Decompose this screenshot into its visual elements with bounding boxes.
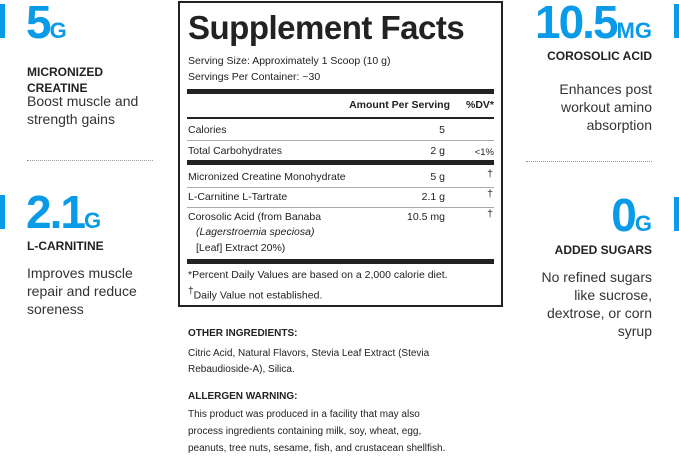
other-ingredients-heading: OTHER INGREDIENTS: (188, 328, 298, 339)
other-ingredients-line: Citric Acid, Natural Flavors, Stevia Lea… (188, 348, 430, 359)
footnote-dagger: †Daily Value not established. (188, 286, 323, 302)
stat-sugar-label: ADDED SUGARS (554, 243, 652, 257)
stat-corosolic-desc: Enhances post workout amino absorption (559, 81, 652, 133)
stat-creatine-value: 5G (26, 0, 67, 48)
stat-sugar-value: 0G (611, 189, 652, 241)
allergen-line: process ingredients containing milk, soy… (188, 426, 422, 437)
row-name: Calories (188, 124, 227, 136)
row-dv: † (487, 208, 493, 220)
row-amount: 5 (439, 124, 445, 136)
footnote-dv: *Percent Daily Values are based on a 2,0… (188, 269, 448, 281)
row-name: Total Carbohydrates (188, 145, 282, 157)
row-dv: <1% (474, 147, 494, 158)
row-amount: 10.5 mg (407, 211, 445, 223)
accent-bar (0, 195, 5, 229)
stat-carnitine-desc: Improves muscle repair and reduce soreness (27, 265, 137, 317)
divider (27, 160, 153, 161)
servings-per-container: Servings Per Container: ~30 (188, 71, 321, 83)
row-dv: † (487, 168, 493, 180)
other-ingredients-line: Rebaudioside-A), Silica. (188, 364, 295, 375)
row-name-line2: (Lagerstroemia speciosa) (196, 226, 315, 238)
stat-corosolic-value: 10.5MG (535, 0, 652, 48)
serving-size: Serving Size: Approximately 1 Scoop (10 … (188, 55, 391, 67)
stat-creatine-label: MICRONIZED CREATINE (27, 65, 103, 95)
allergen-line: This product was produced in a facility … (188, 409, 420, 420)
stat-creatine-desc: Boost muscle and strength gains (27, 93, 139, 127)
divider (187, 187, 494, 188)
stat-sugar-desc: No refined sugars like sucrose, dextrose, … (541, 269, 652, 339)
stat-carnitine-value: 2.1G (26, 186, 102, 238)
allergen-heading: ALLERGEN WARNING: (188, 391, 298, 402)
divider (187, 89, 494, 94)
row-name: L-Carnitine L-Tartrate (188, 191, 288, 203)
accent-bar (674, 4, 679, 38)
row-amount: 2.1 g (421, 191, 445, 203)
facts-title: Supplement Facts (188, 9, 465, 46)
allergen-line: peanuts, tree nuts, sesame, fish, and cr… (188, 443, 446, 454)
divider (187, 140, 494, 141)
row-dv: † (487, 188, 493, 200)
divider (187, 259, 494, 264)
supplement-facts-panel: Supplement Facts Serving Size: Approxima… (178, 1, 503, 307)
accent-bar (0, 4, 5, 38)
header-amount: Amount Per Serving (349, 99, 450, 111)
stat-corosolic-label: COROSOLIC ACID (547, 49, 652, 63)
row-name: Micronized Creatine Monohydrate (188, 171, 346, 183)
divider (187, 117, 494, 119)
row-name: Corosolic Acid (from Banaba (188, 211, 322, 223)
row-amount: 2 g (430, 145, 445, 157)
accent-bar (674, 197, 679, 231)
row-name-line3: [Leaf] Extract 20%) (196, 242, 286, 254)
row-amount: 5 g (430, 171, 445, 183)
header-dv: %DV* (465, 99, 494, 111)
divider (187, 207, 494, 208)
stat-carnitine-label: L-CARNITINE (27, 239, 104, 253)
divider (187, 160, 494, 165)
divider (526, 161, 652, 162)
